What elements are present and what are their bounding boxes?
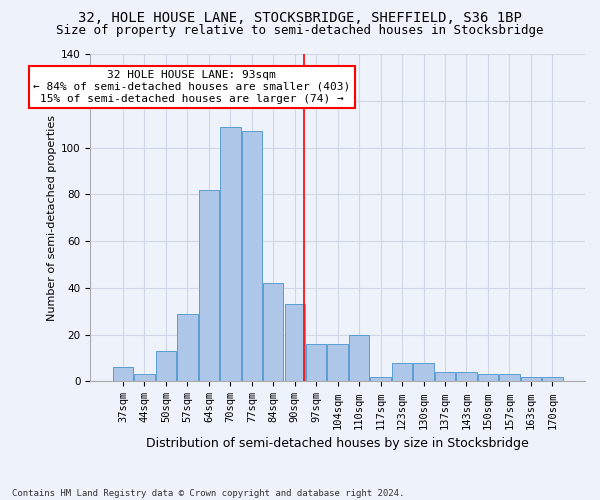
Bar (284, 304, 305, 382)
Bar (263, 283, 283, 382)
Bar (220, 126, 241, 382)
Bar (413, 362, 434, 382)
Text: 32, HOLE HOUSE LANE, STOCKSBRIDGE, SHEFFIELD, S36 1BP: 32, HOLE HOUSE LANE, STOCKSBRIDGE, SHEFF… (78, 11, 522, 25)
Bar (328, 344, 348, 382)
Bar (134, 374, 155, 382)
Bar (156, 351, 176, 382)
Bar (370, 377, 391, 382)
X-axis label: Distribution of semi-detached houses by size in Stocksbridge: Distribution of semi-detached houses by … (146, 437, 529, 450)
Text: 32 HOLE HOUSE LANE: 93sqm
← 84% of semi-detached houses are smaller (403)
15% of: 32 HOLE HOUSE LANE: 93sqm ← 84% of semi-… (33, 70, 350, 104)
Text: Contains HM Land Registry data © Crown copyright and database right 2024.: Contains HM Land Registry data © Crown c… (12, 488, 404, 498)
Bar (177, 314, 197, 382)
Bar (242, 131, 262, 382)
Bar (542, 377, 563, 382)
Bar (499, 374, 520, 382)
Bar (392, 362, 412, 382)
Bar (113, 368, 133, 382)
Y-axis label: Number of semi-detached properties: Number of semi-detached properties (47, 114, 56, 320)
Bar (478, 374, 498, 382)
Bar (199, 190, 219, 382)
Bar (456, 372, 476, 382)
Bar (349, 334, 370, 382)
Text: Size of property relative to semi-detached houses in Stocksbridge: Size of property relative to semi-detach… (56, 24, 544, 37)
Bar (521, 377, 541, 382)
Bar (306, 344, 326, 382)
Bar (435, 372, 455, 382)
